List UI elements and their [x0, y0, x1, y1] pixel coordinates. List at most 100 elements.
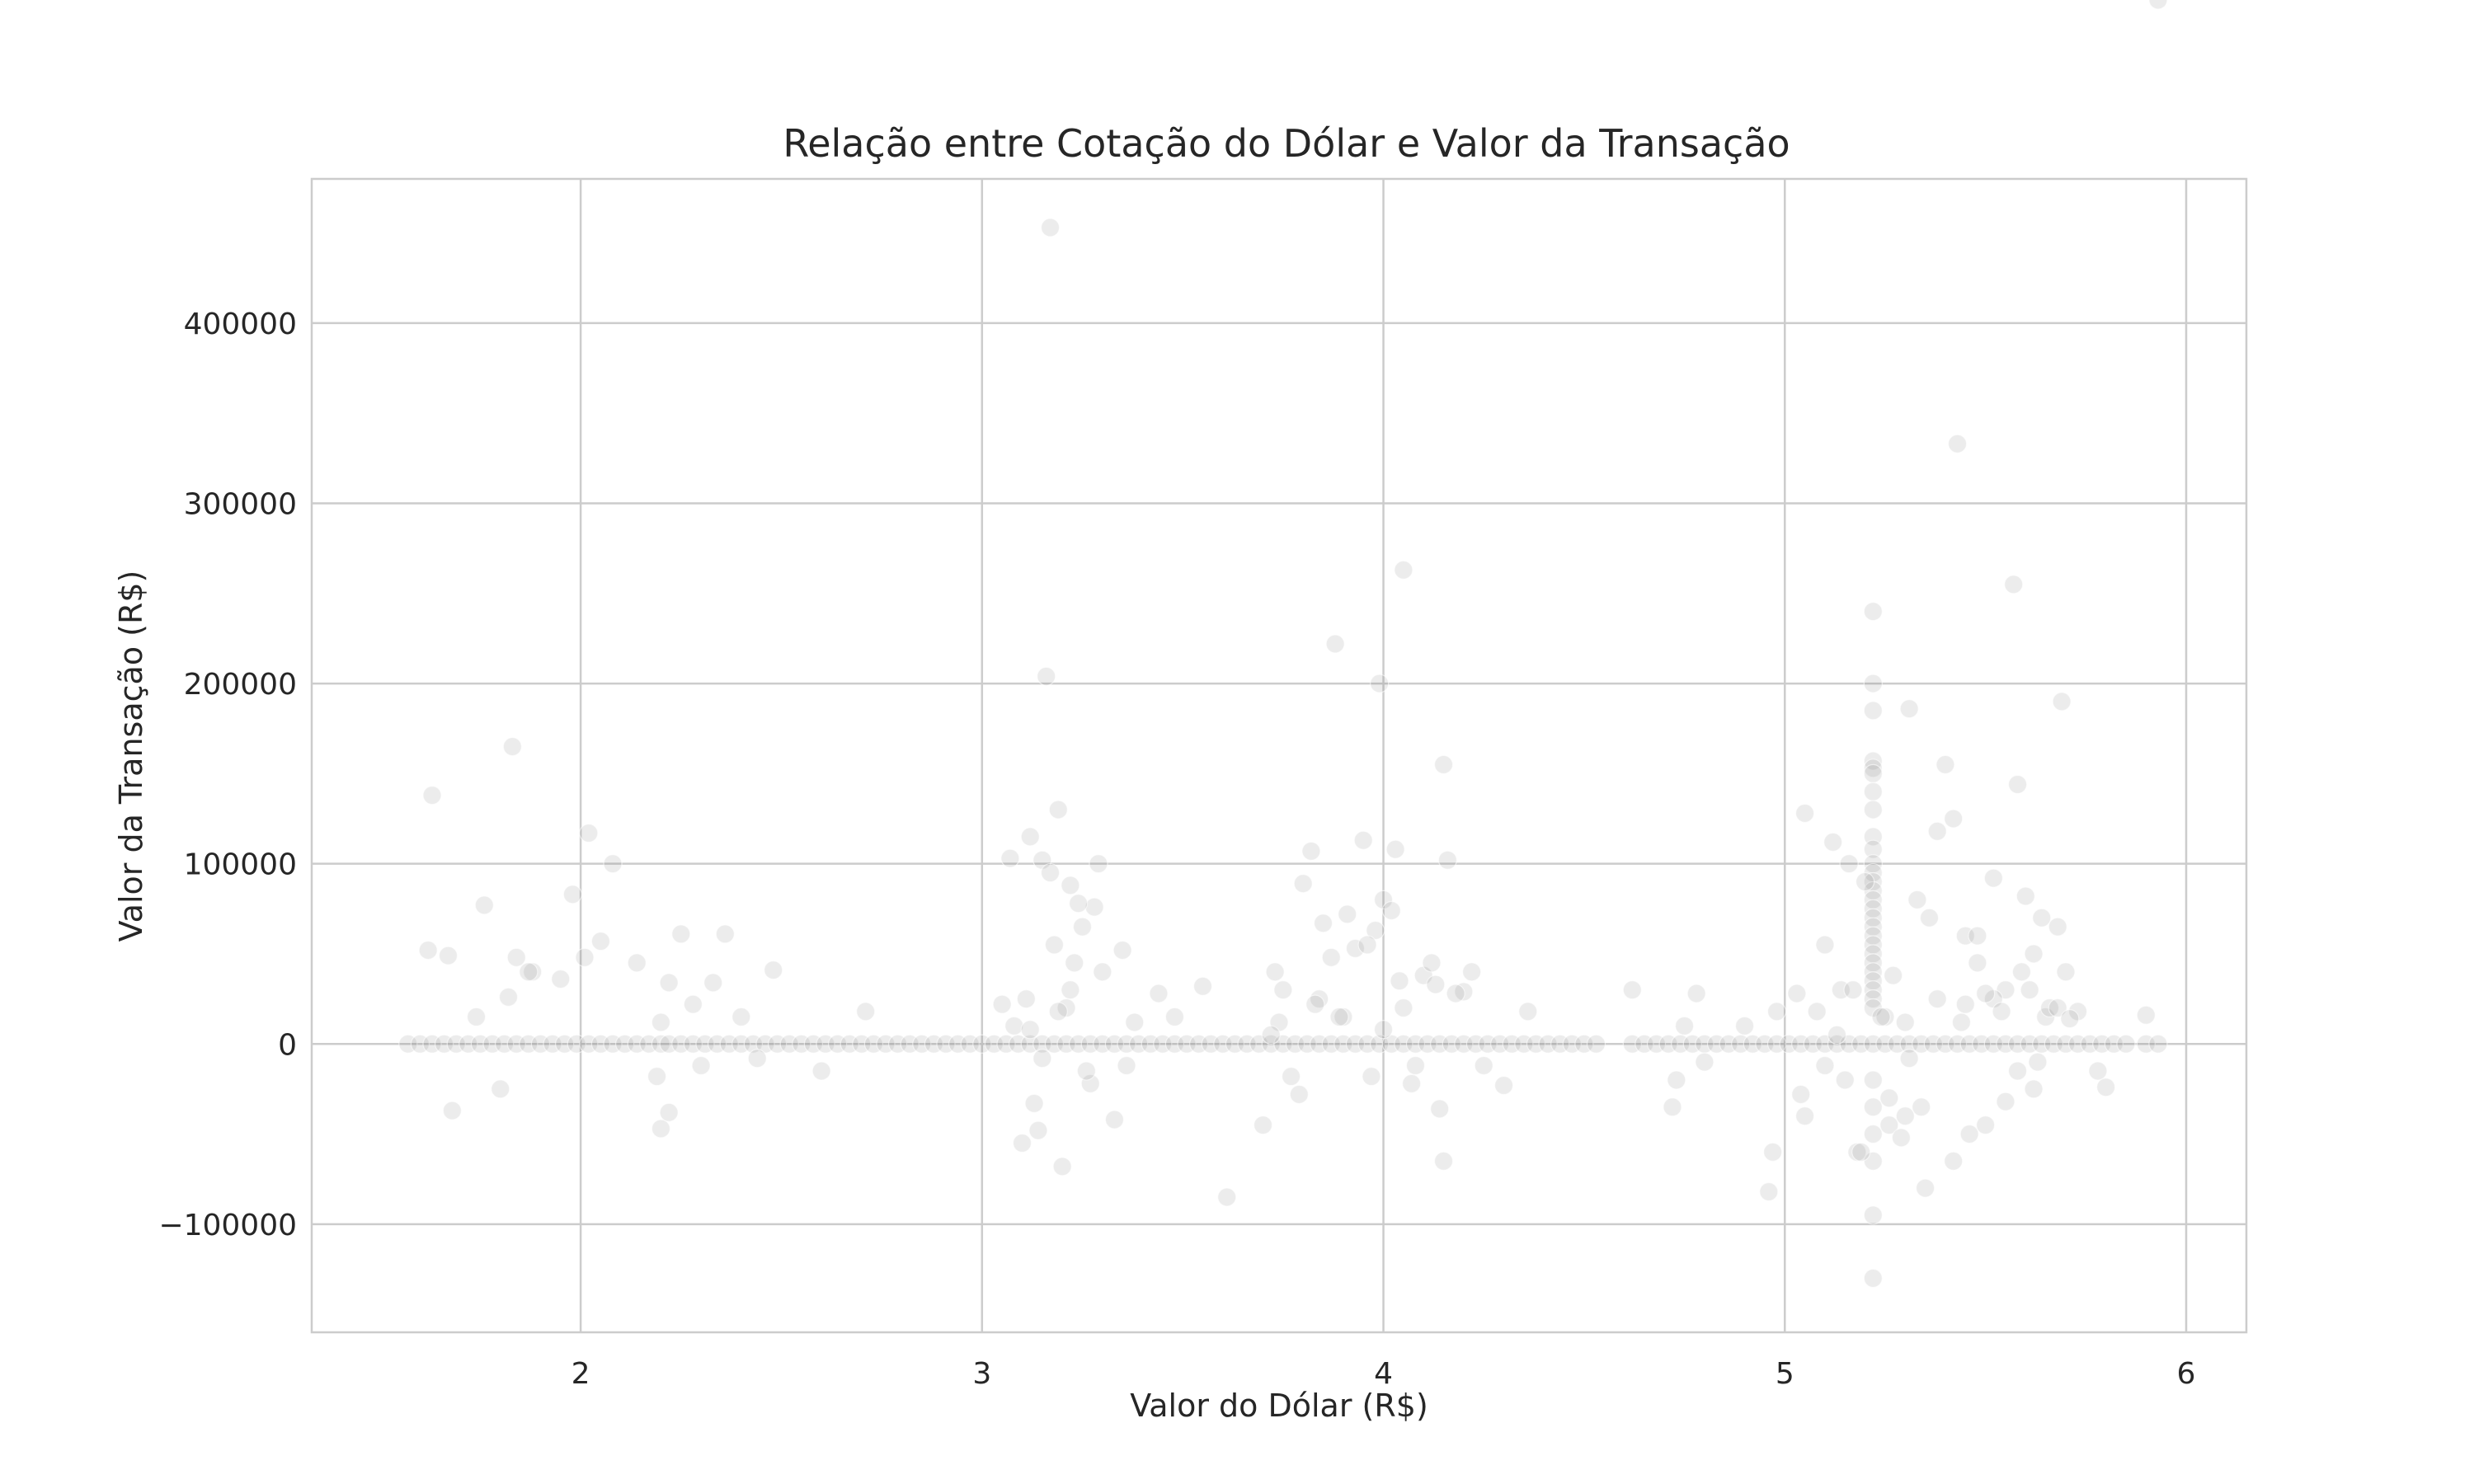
data-point [683, 994, 703, 1014]
data-point [1863, 800, 1883, 819]
data-point [418, 940, 438, 960]
data-point [1695, 1052, 1714, 1072]
data-point [1004, 1016, 1024, 1036]
data-point [1192, 976, 1213, 996]
data-point [1968, 953, 1987, 973]
data-point [1863, 758, 1883, 778]
data-point [1012, 1133, 1032, 1153]
data-point [1895, 1012, 1915, 1032]
data-point [1040, 218, 1061, 237]
y-axis-label: Valor da Transação (R$) [113, 571, 149, 942]
data-point [575, 947, 595, 967]
data-point [659, 1102, 679, 1122]
y-tick-label: 400000 [184, 308, 297, 341]
data-point [1912, 1097, 1931, 1117]
x-tick-label: 4 [1374, 1357, 1393, 1391]
y-tick-label: 300000 [184, 487, 297, 521]
data-point [1437, 850, 1458, 870]
data-point [1759, 1181, 1779, 1202]
data-point [856, 1002, 876, 1021]
data-point [2056, 962, 2076, 982]
data-point [2024, 944, 2044, 964]
data-point [1390, 971, 1409, 991]
data-point [1104, 1110, 1125, 1129]
data-point [1149, 984, 1169, 1003]
data-point [1402, 1073, 1422, 1093]
data-point [1061, 876, 1080, 895]
data-point [715, 924, 735, 944]
data-point [523, 962, 543, 982]
data-point [2048, 917, 2067, 937]
data-point [1385, 839, 1405, 859]
data-point [1976, 1115, 1996, 1135]
data-point [1313, 913, 1333, 933]
data-point [1927, 821, 1947, 841]
data-point [1734, 1016, 1755, 1036]
data-point [1795, 1106, 1815, 1126]
data-point [491, 1079, 510, 1099]
data-point [1329, 1007, 1349, 1027]
data-point [1373, 1020, 1394, 1040]
data-point [1370, 674, 1390, 693]
data-point [2032, 908, 2052, 928]
data-point [1919, 908, 1940, 928]
data-point [1338, 904, 1357, 924]
data-point [1433, 754, 1454, 775]
data-point [2136, 1005, 2156, 1025]
data-point [647, 1066, 667, 1087]
data-point [1381, 900, 1401, 921]
data-point [498, 987, 519, 1007]
data-point [651, 1034, 671, 1054]
data-point [1394, 998, 1413, 1018]
data-point [1357, 935, 1377, 955]
data-point [1093, 962, 1112, 982]
data-point [1333, 1007, 1353, 1027]
data-point [627, 953, 647, 973]
data-point [1839, 854, 1859, 874]
data-point [1048, 1002, 1068, 1021]
data-point [2020, 980, 2039, 1000]
data-point [519, 962, 539, 982]
data-point [2052, 692, 2072, 711]
data-point [747, 1049, 767, 1068]
data-point [1430, 1099, 1450, 1119]
data-point [1916, 1178, 1935, 1198]
data-point [1863, 1268, 1883, 1289]
y-tick-label: 0 [278, 1028, 297, 1062]
data-point [1879, 1115, 1899, 1135]
data-point [691, 1055, 711, 1076]
data-point [2088, 1061, 2108, 1081]
data-point [1345, 938, 1366, 958]
data-point [1072, 917, 1093, 937]
data-point [1446, 984, 1465, 1003]
data-point [466, 1007, 487, 1027]
y-tick-labels: −100000 0 100000 200000 300000 400000 [158, 308, 297, 1242]
data-point [2024, 1079, 2044, 1099]
x-axis-label: Valor do Dólar (R$) [1130, 1388, 1428, 1424]
data-point [1791, 1084, 1811, 1105]
data-point [1875, 1007, 1895, 1027]
data-point [1394, 560, 1413, 580]
data-point [2060, 1009, 2080, 1029]
data-point [1955, 994, 1975, 1014]
data-point [1433, 1151, 1454, 1171]
data-point [1884, 965, 1903, 985]
data-point [1879, 1088, 1899, 1108]
data-point [651, 1119, 671, 1139]
data-point [2007, 1061, 2028, 1081]
data-point [1084, 897, 1104, 917]
data-point [1871, 1007, 1891, 1027]
data-point [603, 854, 623, 874]
data-point [1863, 602, 1883, 622]
data-point [562, 885, 582, 904]
data-point [1674, 1016, 1695, 1036]
data-point [1951, 1012, 1972, 1032]
data-point [1261, 1025, 1281, 1045]
data-point [1405, 1055, 1426, 1076]
data-point [1863, 1124, 1883, 1144]
data-point [671, 924, 691, 944]
data-point [1899, 1049, 1919, 1068]
data-point [2007, 774, 2028, 795]
data-point [1766, 1002, 1787, 1021]
